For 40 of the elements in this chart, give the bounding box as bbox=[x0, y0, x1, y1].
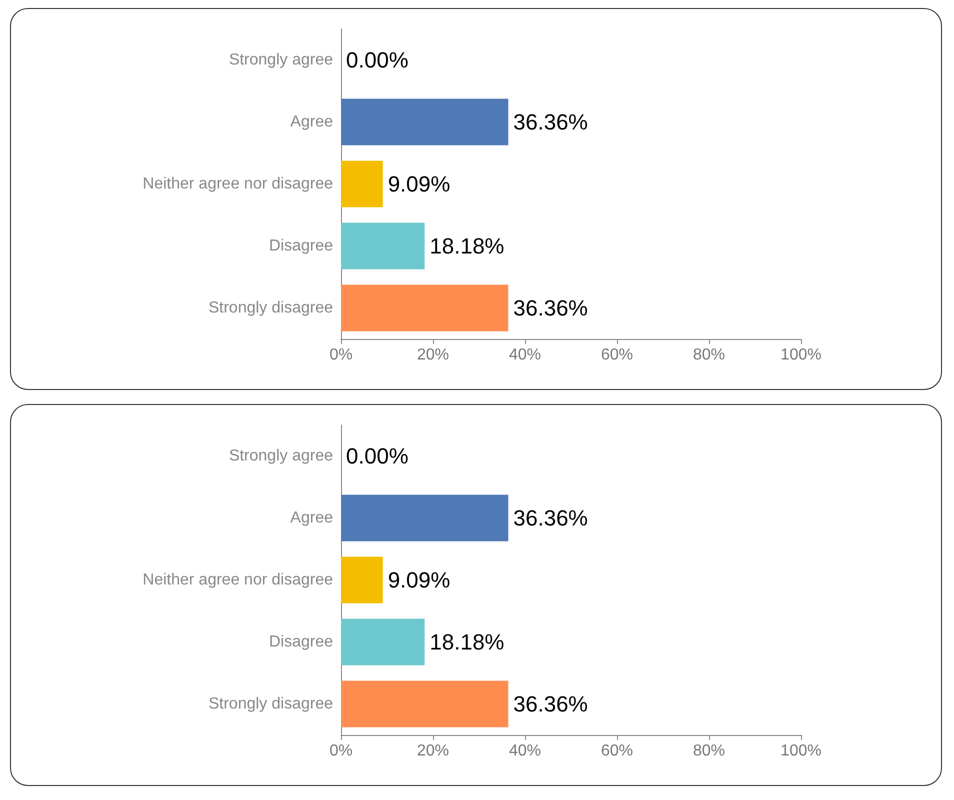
y-tick-label: Strongly agree bbox=[228, 448, 334, 464]
x-tick-label: 100% bbox=[780, 346, 822, 364]
x-tick-label: 80% bbox=[692, 742, 726, 760]
data-label: 36.36% bbox=[513, 506, 588, 530]
y-tick-label: Strongly agree bbox=[228, 52, 334, 68]
x-tick-label: 60% bbox=[600, 346, 634, 364]
bar bbox=[341, 618, 425, 666]
x-tick-label: 0% bbox=[329, 346, 353, 364]
y-tick-label: Strongly disagree bbox=[208, 300, 334, 316]
x-tick-label: 20% bbox=[416, 346, 450, 364]
data-label: 9.09% bbox=[388, 172, 450, 196]
y-tick-label: Neither agree nor disagree bbox=[142, 572, 334, 588]
x-tick-label: 40% bbox=[508, 346, 542, 364]
data-label: 0.00% bbox=[346, 48, 408, 72]
x-tick-label: 60% bbox=[600, 742, 634, 760]
bar bbox=[341, 556, 383, 604]
data-label: 36.36% bbox=[513, 692, 588, 716]
bar bbox=[341, 494, 508, 542]
x-tick-label: 40% bbox=[508, 742, 542, 760]
y-tick-label: Strongly disagree bbox=[208, 696, 334, 712]
y-tick-label: Neither agree nor disagree bbox=[142, 176, 334, 192]
bar bbox=[341, 680, 508, 728]
y-tick-label: Disagree bbox=[268, 238, 334, 254]
data-label: 9.09% bbox=[388, 568, 450, 592]
data-label: 36.36% bbox=[513, 296, 588, 320]
data-label: 0.00% bbox=[346, 444, 408, 468]
bar bbox=[341, 222, 425, 270]
y-tick-label: Disagree bbox=[268, 634, 334, 650]
y-tick-label: Agree bbox=[290, 510, 334, 526]
data-label: 36.36% bbox=[513, 110, 588, 134]
bar bbox=[341, 98, 508, 146]
x-tick-label: 80% bbox=[692, 346, 726, 364]
x-tick-label: 20% bbox=[416, 742, 450, 760]
bar bbox=[341, 160, 383, 208]
x-tick-label: 100% bbox=[780, 742, 822, 760]
x-tick-label: 0% bbox=[329, 742, 353, 760]
data-label: 18.18% bbox=[430, 630, 504, 654]
bar bbox=[341, 284, 508, 332]
data-label: 18.18% bbox=[430, 234, 504, 258]
y-tick-label: Agree bbox=[290, 114, 334, 130]
